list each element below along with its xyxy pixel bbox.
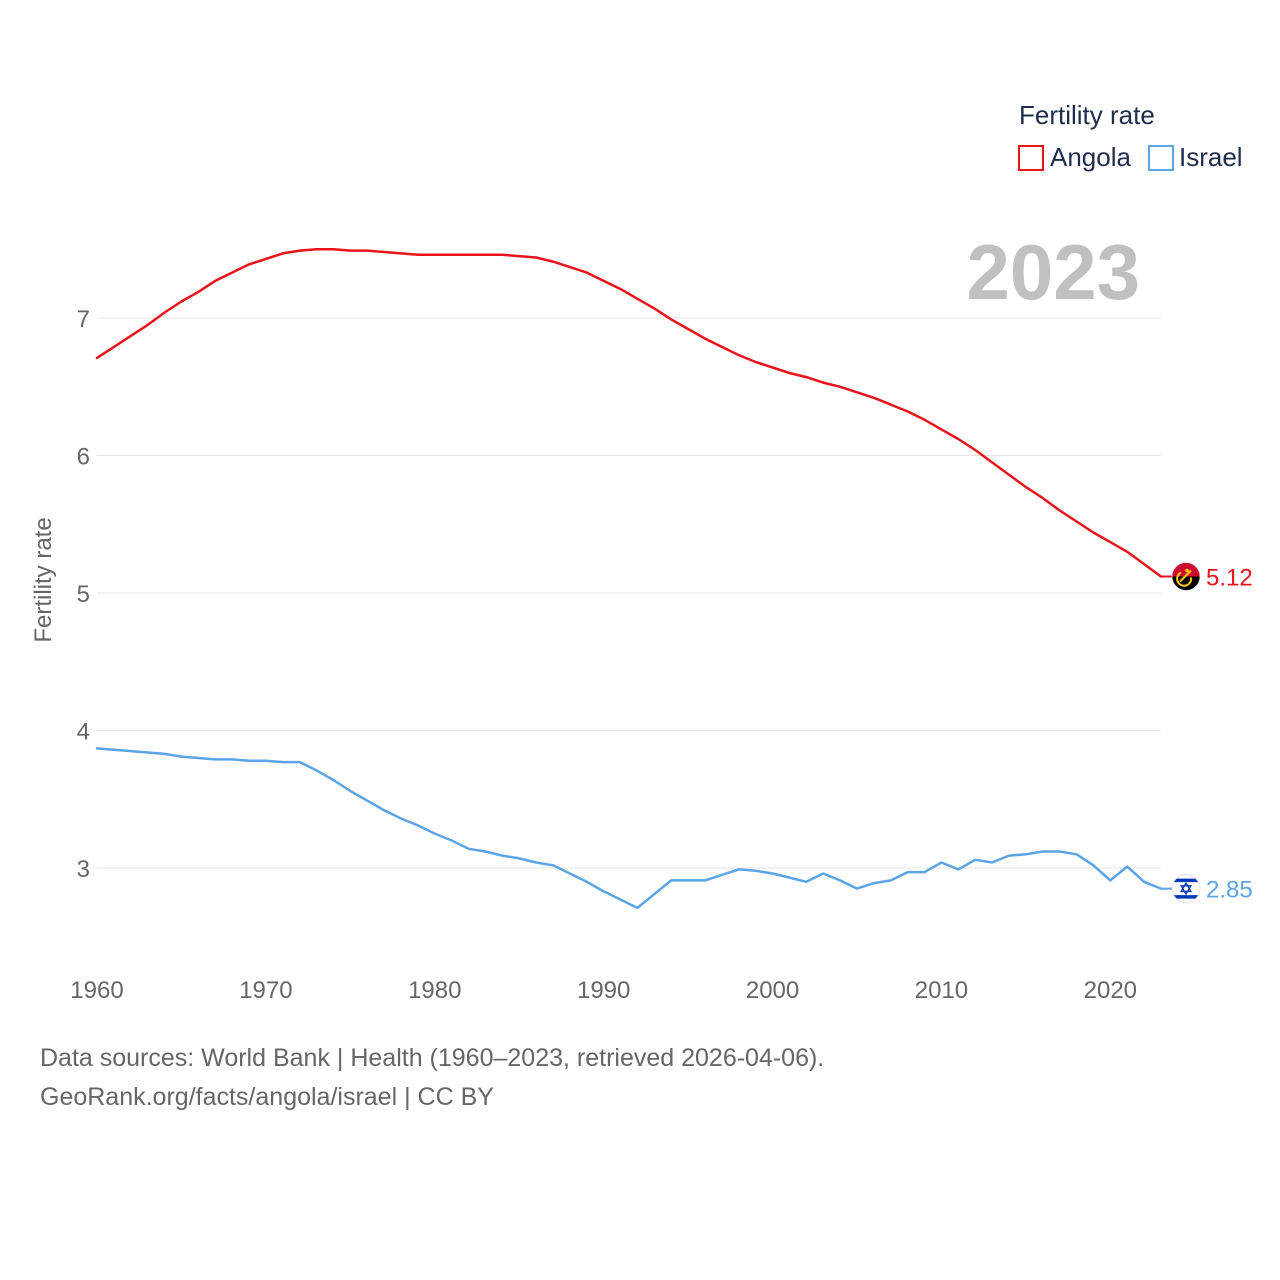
footer-sources: Data sources: World Bank | Health (1960–…: [40, 1044, 825, 1072]
angola-flag-icon: [1171, 562, 1201, 591]
series-line-angola: [95, 248, 1163, 578]
legend-swatch-israel[interactable]: [1148, 145, 1174, 171]
y-axis-ticks: 3 4 5 6 7: [77, 306, 90, 883]
x-tick-label: 1980: [408, 977, 461, 1004]
x-tick-label: 2020: [1084, 977, 1137, 1004]
legend-label-angola[interactable]: Angola: [1050, 142, 1131, 172]
y-tick-label: 3: [77, 856, 90, 883]
series-line-israel: [95, 747, 1163, 910]
grid-lines: [97, 317, 1161, 869]
x-tick-label: 2010: [915, 977, 968, 1004]
y-axis-label: Fertility rate: [30, 517, 57, 642]
series-lines: 5.12 2.85: [95, 248, 1253, 910]
fertility-rate-chart: 3 4 5 6 7 1960 1970 1980 1990 2000 2010 2020 Ferti…: [30, 100, 1253, 1004]
footer-attribution: GeoRank.org/facts/angola/israel | CC BY: [40, 1083, 494, 1111]
y-tick-label: 7: [77, 306, 90, 333]
legend: Fertility rate Angola Israel: [1018, 100, 1243, 172]
x-axis-ticks: 1960 1970 1980 1990 2000 2010 2020: [70, 977, 1137, 1004]
y-tick-label: 6: [77, 444, 90, 471]
year-label: 2023: [966, 228, 1140, 316]
end-value-label-angola: 5.12: [1206, 565, 1253, 592]
legend-swatch-angola[interactable]: [1018, 145, 1044, 171]
y-tick-label: 5: [77, 581, 90, 608]
x-tick-label: 1990: [577, 977, 630, 1004]
x-tick-label: 2000: [746, 977, 799, 1004]
x-tick-label: 1960: [70, 977, 123, 1004]
x-tick-label: 1970: [239, 977, 292, 1004]
y-tick-label: 4: [77, 719, 90, 746]
legend-label-israel[interactable]: Israel: [1179, 142, 1243, 172]
legend-title: Fertility rate: [1019, 100, 1155, 130]
end-value-label-israel: 2.85: [1206, 877, 1253, 904]
israel-flag-icon: [1171, 874, 1201, 904]
